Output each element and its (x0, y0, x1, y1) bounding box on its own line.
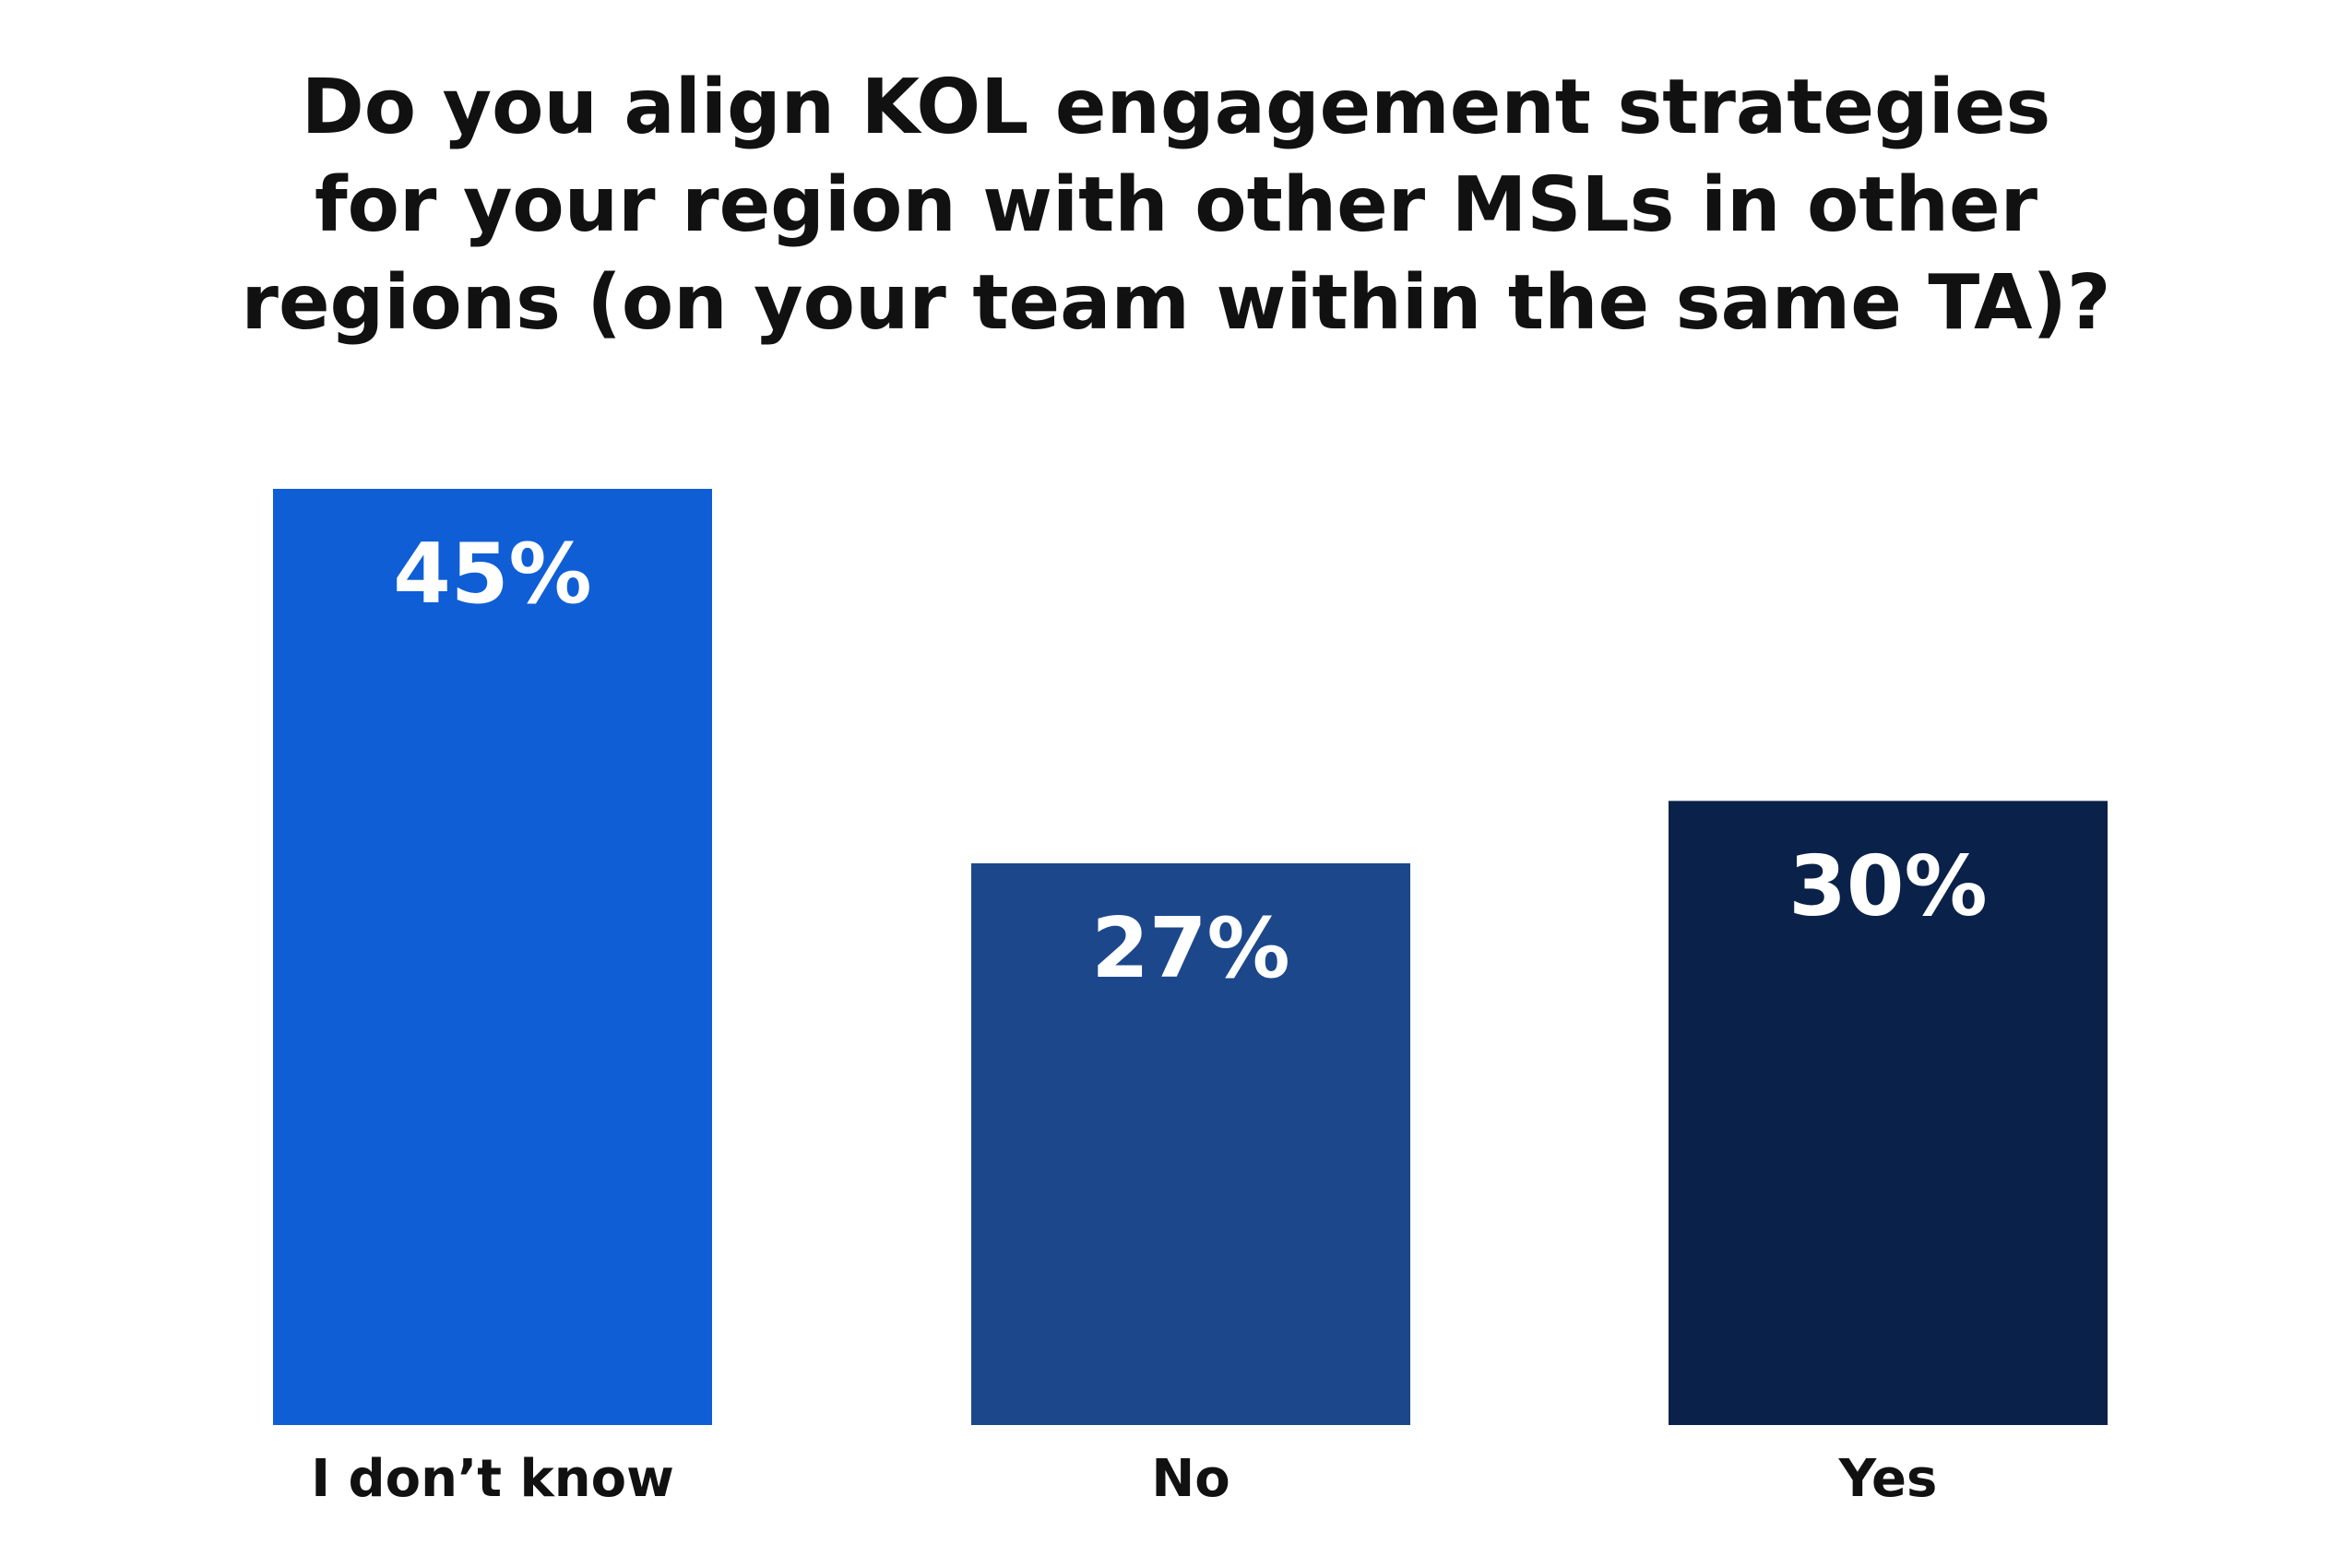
value-labels-group: 45% 27% 30% (393, 526, 1987, 997)
value-label-no: 27% (1091, 900, 1289, 997)
chart-title: Do you align KOL engagement strategies f… (0, 59, 2352, 352)
value-label-i-don-t-know: 45% (393, 526, 591, 623)
category-label-no: No (1151, 1449, 1229, 1509)
bar-i-don-t-know (273, 489, 712, 1425)
category-label-i-don-t-know: I don’t know (311, 1449, 674, 1509)
bar-yes (1669, 801, 2108, 1425)
bar-no (971, 863, 1410, 1425)
value-label-yes: 30% (1788, 837, 1987, 934)
category-label-yes: Yes (1838, 1449, 1938, 1509)
chart-title-line-2: for your region with other MSLs in other (314, 161, 2038, 249)
chart-title-line-3: regions (on your team within the same TA… (241, 259, 2111, 347)
bars-group (273, 489, 2108, 1425)
category-labels-group: I don’t know No Yes (311, 1449, 1937, 1509)
chart-title-line-1: Do you align KOL engagement strategies (301, 64, 2051, 151)
